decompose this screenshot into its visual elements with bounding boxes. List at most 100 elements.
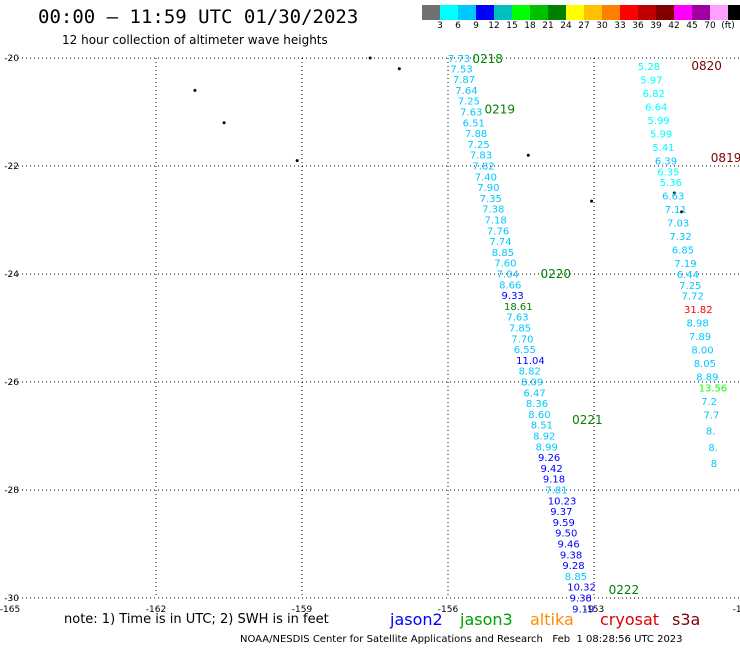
swh-value: 8.92: [533, 431, 555, 442]
legend-label: 24: [560, 21, 572, 31]
swh-value: 7.40: [475, 172, 497, 183]
swh-value: 7.25: [467, 140, 489, 151]
swh-value: 5.97: [640, 76, 662, 87]
legend-label: 42: [668, 21, 680, 31]
legend-label: (ft): [721, 21, 735, 31]
swh-value: 6.55: [514, 345, 536, 356]
swh-value: 7.85: [509, 323, 531, 334]
swh-value: 8.85: [565, 572, 587, 583]
lat-tick-label: -24: [4, 270, 19, 280]
swh-value: 7.90: [477, 183, 499, 194]
satellite-s3a: s3a: [672, 610, 701, 629]
swh-value: 9.18: [543, 475, 565, 486]
swh-value: 7.19: [674, 259, 696, 270]
island: [672, 191, 676, 195]
swh-value: 7.81: [545, 485, 567, 496]
legend-label: 21: [542, 21, 554, 31]
time-label: 0820: [691, 59, 722, 73]
swh-value: 7.38: [482, 205, 504, 216]
island: [397, 67, 401, 71]
time-label: 0220: [540, 267, 571, 281]
swh-value: 7.76: [487, 226, 509, 237]
units-note: note: 1) Time is in UTC; 2) SWH is in fe…: [64, 612, 329, 627]
swh-value: 9.38: [570, 593, 592, 604]
swh-value: 6.47: [523, 388, 545, 399]
swh-value: 8.00: [691, 346, 713, 357]
island: [193, 88, 197, 92]
lon-tick-label: -156: [438, 605, 459, 615]
swh-value: 8.66: [499, 280, 521, 291]
swh-value: 5.99: [648, 116, 670, 127]
lon-tick-label: -162: [146, 605, 166, 615]
island: [526, 153, 530, 157]
altimeter-track-track-b: 5.28 5.97 6.82 6.64 5.99 5.99 5.41 6.396.355.36…: [638, 59, 740, 470]
page-title: 00:00 — 11:59 UTC 01/30/2023: [38, 6, 359, 28]
time-label: 0819: [711, 151, 740, 165]
lat-tick-label: -22: [4, 162, 19, 172]
swh-value: 6.64: [645, 103, 667, 114]
swh-value: 7.11: [665, 205, 687, 216]
swh-value: 9.37: [550, 507, 572, 518]
legend-label: 36: [632, 21, 644, 31]
swh-value: 8.05: [694, 359, 716, 370]
swh-value: 7.74: [489, 237, 511, 248]
satellite-jason2: jason2: [390, 610, 443, 629]
map-grid: [10, 57, 740, 599]
swh-value: 18.61: [504, 302, 533, 313]
color-legend-bar: [422, 5, 740, 20]
swh-value: 7.87: [453, 75, 475, 86]
legend-swatch: [674, 5, 692, 20]
swh-value: 8.60: [528, 410, 550, 421]
lon-tick-label: -165: [0, 605, 20, 615]
swh-value: 6.82: [643, 89, 665, 100]
swh-value: 7.18: [485, 215, 507, 226]
swh-value: 6.85: [672, 246, 694, 257]
swh-value: 8.85: [492, 248, 514, 259]
legend-label: 3: [437, 21, 443, 31]
swh-value: 6.44: [677, 270, 699, 281]
swh-value: 8.98: [686, 319, 708, 330]
lon-tick-label: -153: [584, 605, 604, 615]
legend-swatch: [476, 5, 494, 20]
swh-value: 9.46: [558, 539, 580, 550]
island: [590, 199, 594, 203]
legend-swatch: [530, 5, 548, 20]
legend-swatch: [440, 5, 458, 20]
swh-value: 7.25: [458, 97, 480, 108]
swh-value: 8: [711, 459, 717, 470]
legend-label: 6: [455, 21, 461, 31]
lat-tick-label: -28: [4, 486, 19, 496]
legend-swatch: [422, 5, 440, 20]
swh-value: 31.82: [684, 305, 713, 316]
swh-value: 8.36: [526, 399, 548, 410]
legend-label: 27: [578, 21, 590, 31]
swh-value: 7.72: [682, 292, 704, 303]
islands: [193, 56, 684, 214]
legend-label: 70: [704, 21, 716, 31]
swh-value: 6.51: [463, 118, 485, 129]
footer-credit: NOAA/NESDIS Center for Satellite Applica…: [240, 634, 683, 645]
swh-value: 7.7: [704, 410, 720, 421]
swh-value: 8.: [706, 427, 716, 438]
swh-value: 7.04: [497, 269, 519, 280]
legend-label: 12: [488, 21, 500, 31]
swh-value: 7.25: [679, 281, 701, 292]
legend-label: 30: [596, 21, 608, 31]
swh-value: 5.41: [652, 143, 674, 154]
swh-value: 9.38: [560, 550, 582, 561]
swh-value: 8.99: [536, 442, 558, 453]
satellite-cryosat: cryosat: [600, 610, 660, 629]
island: [368, 56, 372, 60]
legend-swatch: [710, 5, 728, 20]
altimeter-track-track-a: 7.737.537.877.647.257.636.517.887.257.83…: [448, 52, 639, 615]
legend-label: 15: [506, 21, 518, 31]
satellite-jason3: jason3: [460, 610, 513, 629]
swh-value: 7.82: [472, 161, 494, 172]
swh-value: 7.88: [465, 129, 487, 140]
swh-value: 7.83: [470, 151, 492, 162]
island: [680, 210, 684, 214]
swh-value: 7.89: [689, 332, 711, 343]
time-label: 0222: [609, 583, 640, 597]
legend-label: 9: [473, 21, 479, 31]
